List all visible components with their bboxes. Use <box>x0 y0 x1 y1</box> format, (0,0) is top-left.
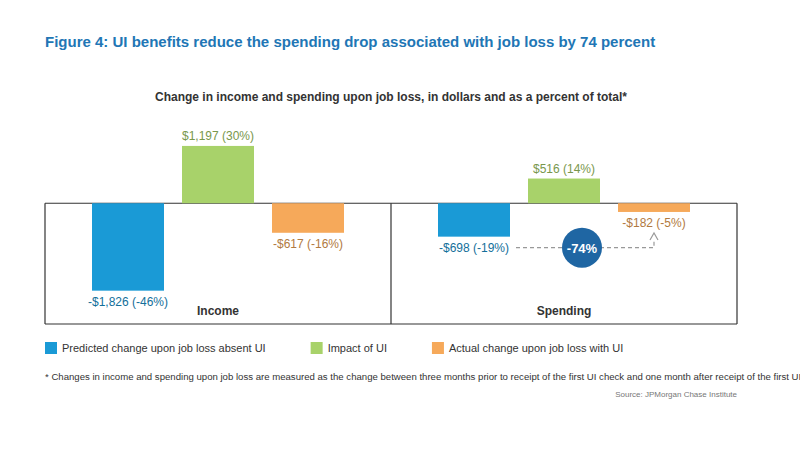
bar <box>528 179 600 204</box>
legend-swatch <box>45 342 57 354</box>
legend-label: Impact of UI <box>328 342 387 354</box>
frame <box>45 203 737 324</box>
labels: -$1,826 (-46%) -$698 (-19%) $1,197 (30%) $5… <box>88 129 686 309</box>
bar <box>438 203 510 236</box>
bar <box>92 203 164 290</box>
category-label: Income <box>197 304 239 318</box>
data-label: -$1,826 (-46%) <box>88 295 168 309</box>
legend-label: Actual change upon job loss with UI <box>449 342 623 354</box>
data-label: -$182 (-5%) <box>622 216 685 230</box>
bars <box>92 146 690 291</box>
annotation: -74% <box>516 228 658 268</box>
annotation-text: -74% <box>567 241 598 256</box>
annotation-circle <box>562 228 602 268</box>
bar <box>272 203 344 233</box>
subtitle: Change in income and spending upon job l… <box>155 90 627 104</box>
annotation-arrowhead <box>650 233 658 240</box>
chart-svg: Figure 4: UI benefits reduce the spendin… <box>0 0 800 450</box>
bar <box>618 203 690 212</box>
chart-container: Figure 4: UI benefits reduce the spendin… <box>0 0 800 450</box>
panel-divider <box>736 203 737 324</box>
bar <box>182 146 254 203</box>
data-label: $1,197 (30%) <box>182 129 254 143</box>
footnote: * Changes in income and spending upon jo… <box>45 371 800 382</box>
legend-swatch <box>432 342 444 354</box>
panel-divider <box>390 203 391 324</box>
legend: Predicted change upon job loss absent UI… <box>45 342 623 354</box>
panel-divider <box>44 203 45 324</box>
data-label: $516 (14%) <box>533 162 595 176</box>
legend-label: Predicted change upon job loss absent UI <box>62 342 266 354</box>
legend-swatch <box>311 342 323 354</box>
category-label: Spending <box>537 304 592 318</box>
frame-bottom <box>45 323 737 324</box>
source: Source: JPMorgan Chase Institute <box>615 390 737 399</box>
data-label: -$698 (-19%) <box>439 241 509 255</box>
data-label: -$617 (-16%) <box>273 237 343 251</box>
title: Figure 4: UI benefits reduce the spendin… <box>45 33 655 50</box>
